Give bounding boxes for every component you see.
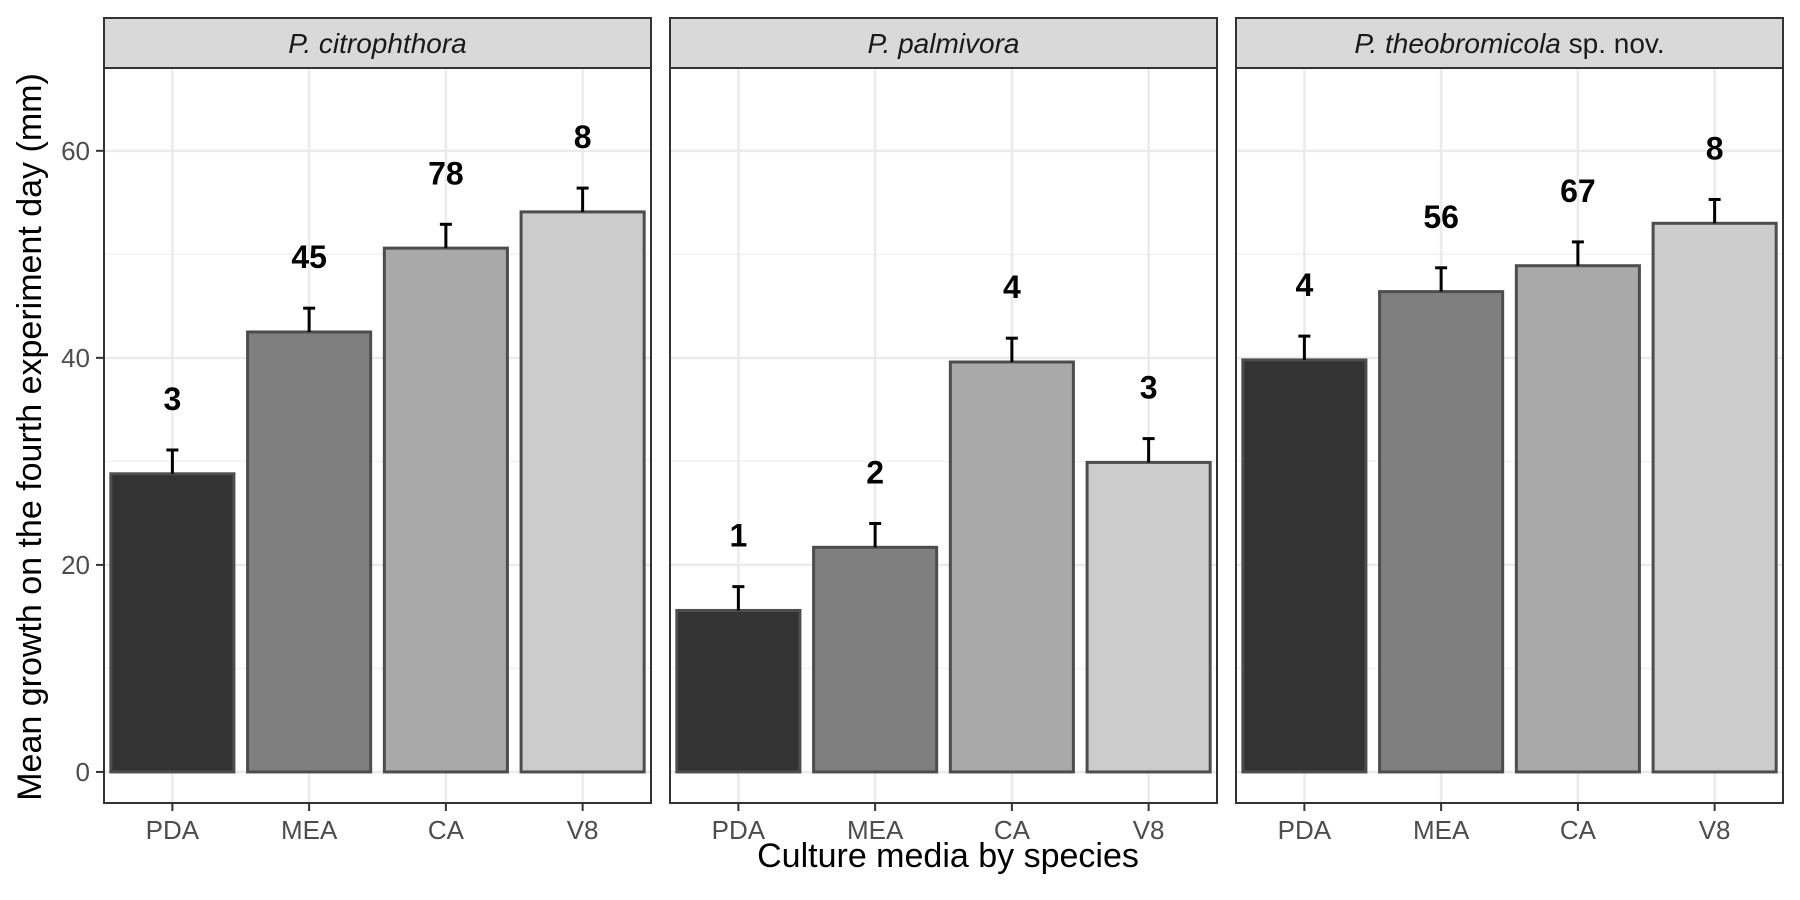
bar [246, 330, 373, 774]
bar [1241, 358, 1368, 774]
facet-strip [669, 17, 1218, 69]
data-label: 56 [1423, 199, 1459, 235]
facet-panel: 1 PDA 2 MEA 4 CA 3 V8 P. palmivora [669, 17, 1218, 845]
facet-title-species: P. palmivora [867, 28, 1019, 59]
y-tick-label: 20 [61, 550, 90, 580]
data-label: 4 [1003, 269, 1021, 305]
data-label: 2 [866, 454, 884, 490]
bar [1514, 264, 1641, 774]
data-label: 8 [574, 119, 592, 155]
data-label: 4 [1295, 267, 1313, 303]
y-axis: 0 20 40 60 [61, 136, 104, 787]
x-tick-label: V8 [1133, 815, 1165, 845]
facet-title-species: P. theobromicola [1354, 28, 1561, 59]
facet-strip [103, 17, 652, 69]
x-tick-label: PDA [146, 815, 200, 845]
bar [812, 545, 939, 774]
y-tick-label: 40 [61, 343, 90, 373]
facet-panel: 4 PDA 56 MEA 67 CA 8 V8 P. theobromicola sp. nov… [1235, 17, 1784, 845]
bar [519, 210, 646, 774]
x-tick-label: MEA [1413, 815, 1470, 845]
x-tick-label: MEA [281, 815, 338, 845]
y-axis-title: Mean growth on the fourth experiment day… [11, 73, 49, 801]
data-label: 78 [428, 155, 464, 191]
data-label: 1 [729, 518, 747, 554]
y-tick-label: 60 [61, 136, 90, 166]
y-tick-label: 0 [76, 757, 90, 787]
facet-strip [1235, 17, 1784, 69]
bar [948, 360, 1075, 774]
x-tick-label: PDA [712, 815, 766, 845]
data-label: 3 [1140, 370, 1158, 406]
x-tick-label: CA [1560, 815, 1597, 845]
bar [1085, 460, 1212, 774]
facet-title: P. palmivora [867, 28, 1019, 59]
facet-title-species: P. citrophthora [288, 28, 467, 59]
bar [382, 246, 509, 774]
x-tick-label: V8 [1699, 815, 1731, 845]
facet-title: P. theobromicola sp. nov. [1354, 28, 1664, 59]
data-label: 3 [163, 381, 181, 417]
data-label: 8 [1706, 130, 1724, 166]
bar [1651, 221, 1778, 774]
bar [1378, 290, 1505, 774]
data-label: 67 [1560, 173, 1596, 209]
x-tick-label: PDA [1278, 815, 1332, 845]
bar [109, 472, 236, 774]
x-tick-label: CA [994, 815, 1031, 845]
facet-panel: 3 PDA 45 MEA 78 CA 8 V8 P. citrophthora [103, 17, 652, 845]
data-label: 45 [291, 239, 327, 275]
x-axis-title: Culture media by species [757, 837, 1139, 875]
x-tick-label: MEA [847, 815, 904, 845]
x-tick-label: V8 [567, 815, 599, 845]
bar [675, 608, 802, 774]
facet-title: P. citrophthora [288, 28, 467, 59]
x-tick-label: CA [428, 815, 465, 845]
facet-title-suffix: sp. nov. [1561, 28, 1665, 59]
